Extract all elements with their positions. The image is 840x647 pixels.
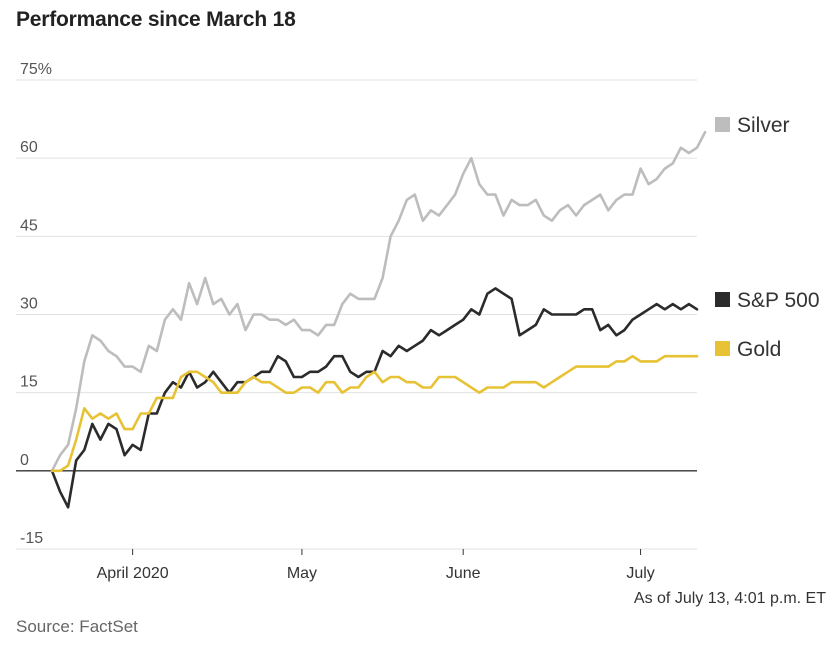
x-tick-label: June [446, 565, 481, 582]
legend: Silver S&P 500 Gold [715, 114, 820, 361]
series-lines [50, 130, 707, 509]
y-tick-label: 60 [20, 139, 38, 156]
y-tick-label: 0 [20, 452, 29, 469]
x-tick-label: July [626, 565, 654, 582]
legend-swatch-silver [715, 117, 730, 132]
y-tick-label: 75% [20, 61, 52, 78]
timestamp-note: As of July 13, 4:01 p.m. ET [633, 590, 826, 607]
x-axis-ticks: April 2020 May June July [97, 549, 655, 582]
legend-label-gold: Gold [737, 338, 781, 361]
grid-lines [16, 79, 697, 550]
series-line-silver [50, 130, 707, 473]
y-axis-ticks: -15 0 15 30 45 60 75% [20, 61, 52, 547]
y-tick-label: 15 [20, 374, 38, 391]
source-note: Source: FactSet [16, 617, 138, 636]
legend-swatch-gold [715, 341, 730, 356]
legend-label-silver: Silver [737, 114, 790, 137]
y-tick-label: -15 [20, 530, 43, 547]
y-tick-label: 45 [20, 217, 38, 234]
y-tick-label: 30 [20, 296, 38, 313]
x-tick-label: April 2020 [97, 565, 169, 582]
legend-swatch-sp500 [715, 292, 730, 307]
series-line-sp500 [50, 287, 699, 509]
series-line-gold [50, 354, 699, 473]
x-tick-label: May [287, 565, 317, 582]
legend-label-sp500: S&P 500 [737, 289, 820, 312]
chart-title: Performance since March 18 [16, 8, 296, 31]
